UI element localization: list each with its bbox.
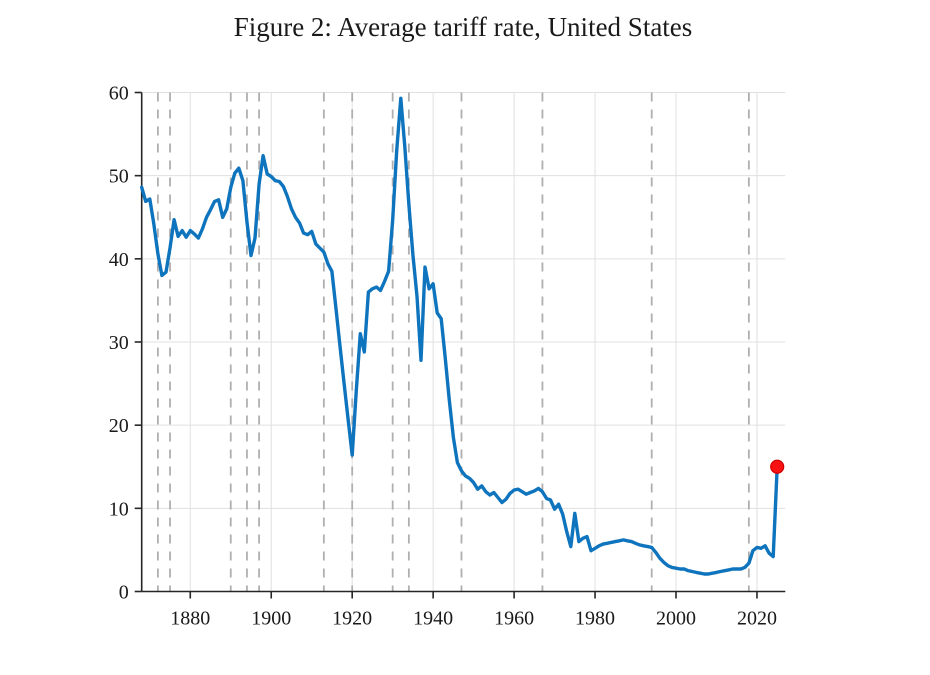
tariff-rate-line	[139, 96, 779, 576]
x-tick-label-2020: 2020	[737, 608, 777, 630]
x-tick-label-1900: 1900	[251, 608, 291, 630]
x-tick-label-1940: 1940	[413, 608, 453, 630]
y-tick-label-0: 0	[119, 582, 129, 604]
highlight-dot-2025	[770, 459, 785, 474]
x-tick-label-1920: 1920	[332, 608, 372, 630]
x-tick-label-1980: 1980	[575, 608, 615, 630]
plot-area: 0 10 20 30 40 50 60 1880 1900 1920 1940 1960 1980 200…	[109, 83, 786, 630]
x-tick-label-1880: 1880	[170, 608, 210, 630]
y-tick-label-20: 20	[109, 415, 129, 437]
figure-title: Figure 2: Average tariff rate, United St…	[234, 12, 693, 42]
y-tick-label-50: 50	[109, 166, 129, 188]
y-tick-label-40: 40	[109, 249, 129, 271]
y-tick-label-30: 30	[109, 332, 129, 354]
y-tick-label-60: 60	[109, 83, 129, 105]
x-tick-label-1960: 1960	[494, 608, 534, 630]
x-tick-label-2000: 2000	[656, 608, 696, 630]
y-tick-label-10: 10	[109, 498, 129, 520]
